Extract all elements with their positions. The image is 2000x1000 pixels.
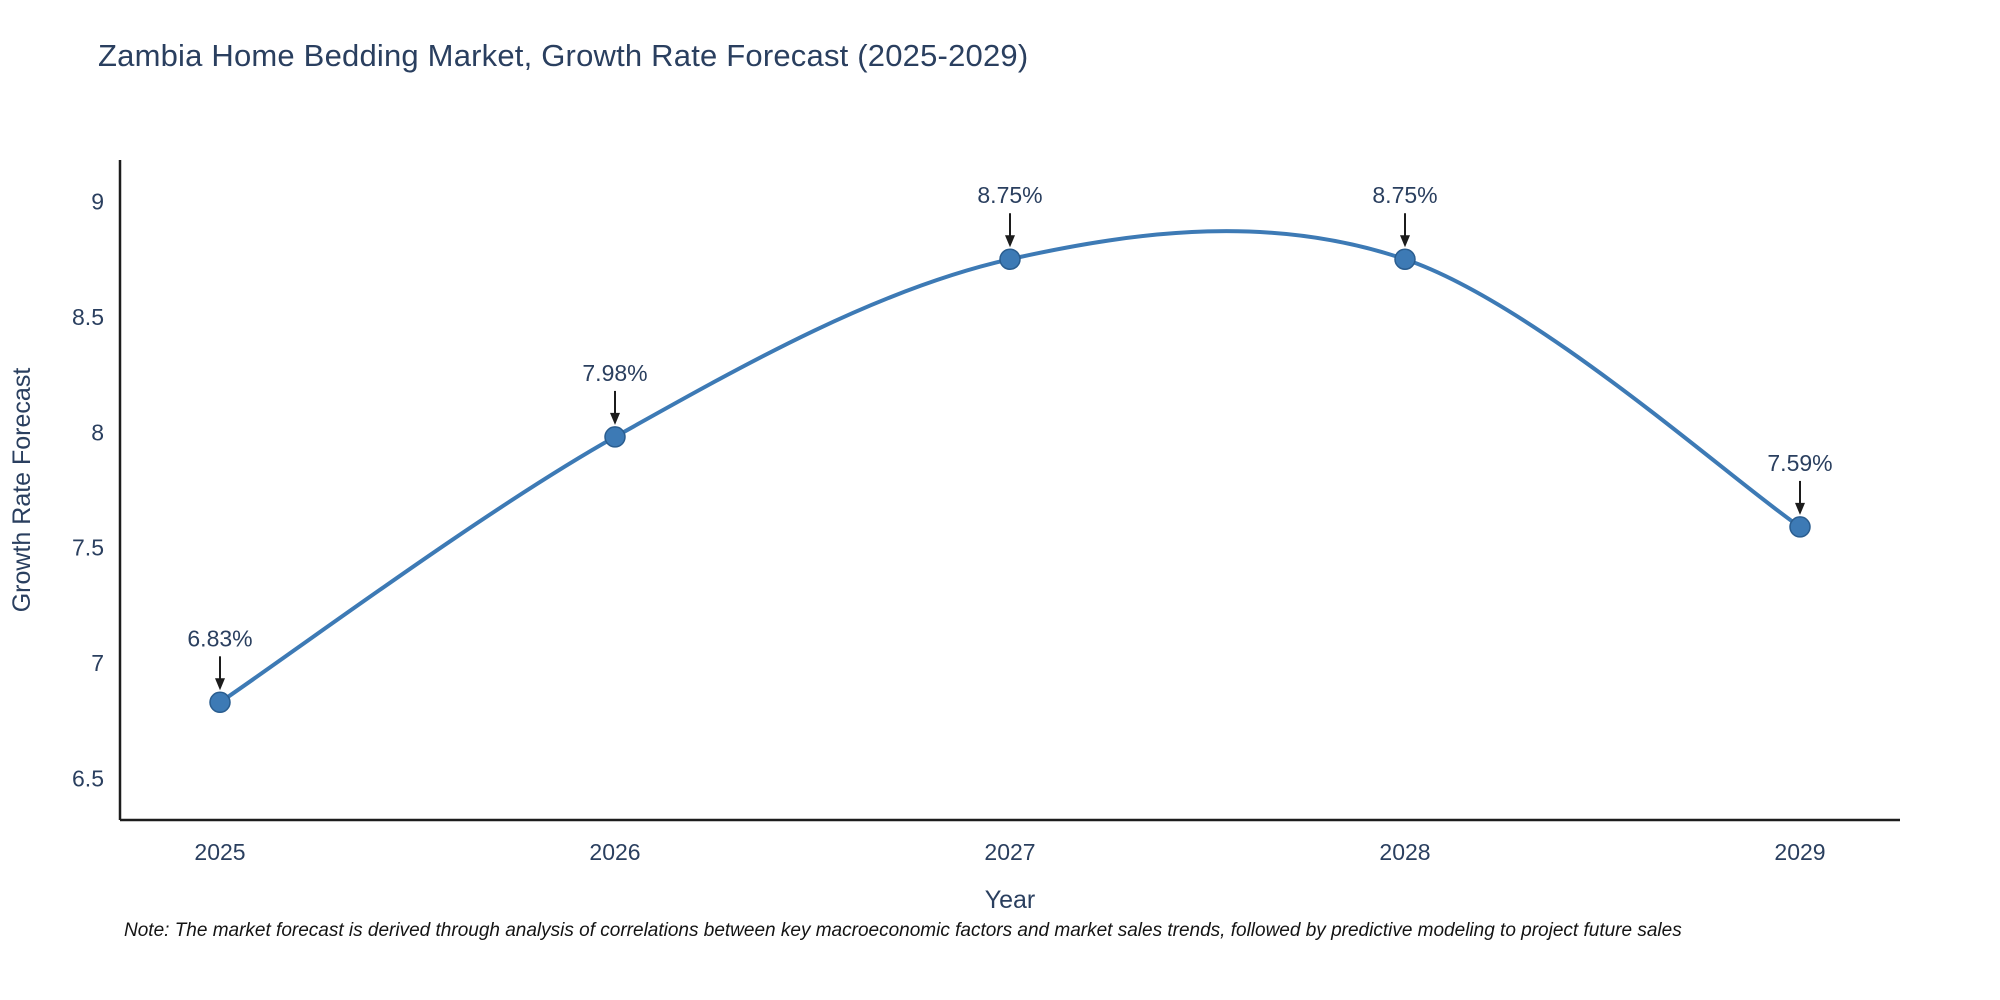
point-annotation: 8.75%: [1372, 182, 1437, 208]
annotation-arrowhead: [215, 678, 225, 691]
x-tick-label: 2025: [194, 839, 245, 865]
x-tick-label: 2029: [1774, 839, 1825, 865]
y-tick-label: 7.5: [72, 535, 104, 561]
annotation-arrowhead: [1795, 502, 1805, 515]
y-tick-label: 9: [91, 189, 104, 215]
data-point[interactable]: [604, 426, 626, 448]
point-annotation: 7.98%: [582, 360, 647, 386]
y-tick-label: 8: [91, 419, 104, 445]
y-tick-label: 7: [91, 650, 104, 676]
data-point[interactable]: [209, 691, 231, 714]
y-axis-title: Growth Rate Forecast: [8, 368, 36, 613]
annotation-arrowhead: [1400, 235, 1410, 248]
point-annotation: 6.83%: [187, 625, 252, 651]
data-point[interactable]: [999, 248, 1021, 270]
data-point[interactable]: [1394, 248, 1416, 270]
annotation-arrowhead: [1005, 235, 1015, 248]
chart-footnote: Note: The market forecast is derived thr…: [124, 920, 1682, 941]
x-tick-label: 2027: [984, 839, 1035, 865]
x-tick-label: 2026: [589, 839, 640, 865]
chart-title: Zambia Home Bedding Market, Growth Rate …: [98, 38, 1029, 73]
y-tick-label: 6.5: [72, 765, 104, 791]
x-axis-title: Year: [985, 886, 1036, 914]
data-point[interactable]: [1789, 516, 1811, 538]
point-annotation: 7.59%: [1767, 450, 1832, 476]
point-annotation: 8.75%: [977, 182, 1042, 208]
y-tick-label: 8.5: [72, 304, 104, 330]
annotation-arrowhead: [610, 412, 620, 425]
x-tick-label: 2028: [1379, 839, 1430, 865]
forecast-line: [218, 229, 1802, 705]
